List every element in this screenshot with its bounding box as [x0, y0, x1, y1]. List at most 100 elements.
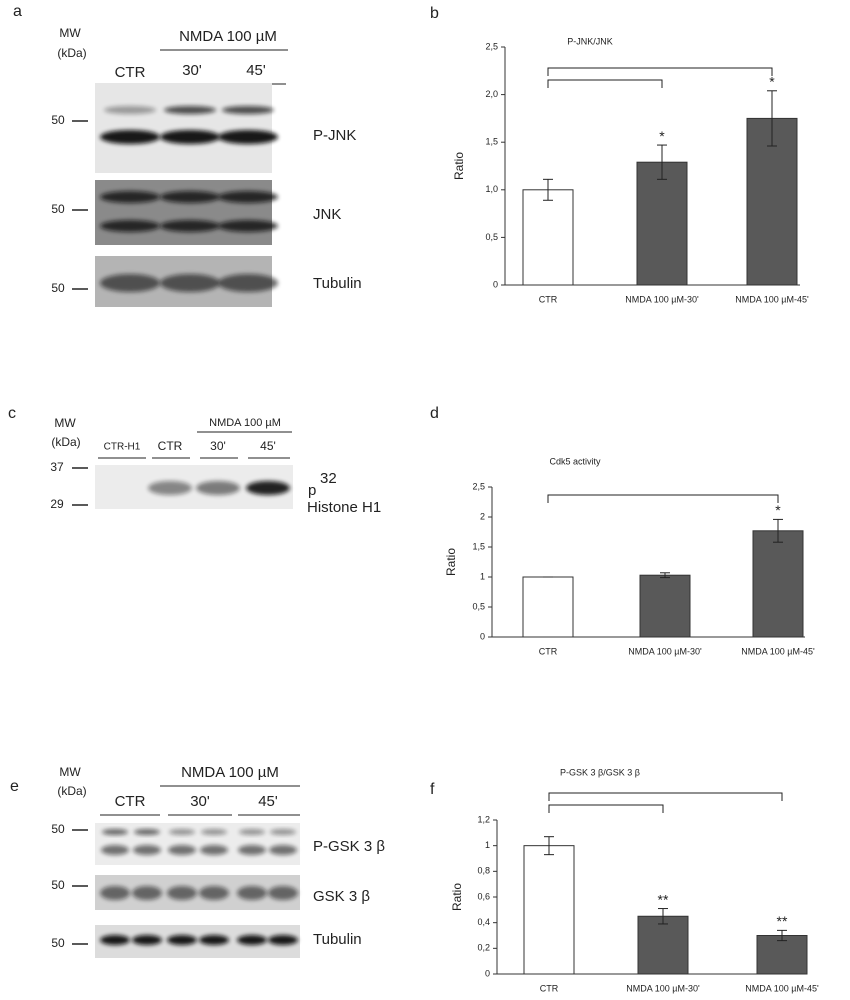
bar: [756, 935, 808, 975]
mw-label: MW: [59, 765, 81, 779]
y-tick-label: 2,5: [472, 481, 485, 491]
y-tick-label: 1,0: [485, 184, 498, 194]
y-tick-label: 1,2: [477, 814, 490, 824]
lane-label: CTR: [115, 64, 146, 81]
marker-label: 37: [50, 460, 64, 474]
blot-band: [160, 274, 220, 292]
treatment-label: NMDA 100 µM: [209, 417, 281, 429]
blot-membrane: [95, 83, 272, 173]
blot-membrane: [95, 180, 272, 245]
y-tick-label: 0: [493, 279, 498, 289]
marker-label: 29: [50, 497, 64, 511]
y-tick-label: 0: [485, 968, 490, 978]
blot-band: [199, 935, 229, 945]
band-label: Histone H1: [307, 499, 381, 516]
panel-letter: e: [10, 778, 19, 795]
marker-label: 50: [51, 822, 65, 836]
blot-band: [196, 481, 240, 495]
kda-label: (kDa): [51, 435, 80, 449]
y-tick-label: 1: [485, 840, 490, 850]
blot-band: [239, 829, 265, 835]
mw-label: MW: [59, 26, 81, 40]
blot-band: [268, 886, 298, 900]
blot-band: [237, 935, 267, 945]
treatment-label: NMDA 100 µM: [179, 28, 277, 45]
blot-band: [160, 130, 220, 144]
panel-letter: c: [8, 405, 16, 422]
marker-label: 50: [51, 878, 65, 892]
blot-band: [218, 220, 278, 232]
lane-label: CTR: [115, 793, 146, 810]
treatment-label: NMDA 100 µM: [181, 764, 279, 781]
chart-title: P-JNK/JNK: [567, 36, 613, 46]
blot-band: [100, 130, 160, 144]
bar: [522, 189, 574, 286]
y-tick-label: 1,5: [472, 541, 485, 551]
marker-label: 50: [51, 202, 65, 216]
significance: **: [658, 891, 669, 907]
lane-label: 30': [190, 793, 210, 810]
y-axis-label: Ratio: [444, 548, 458, 576]
chart-title: Cdk5 activity: [549, 456, 601, 466]
y-tick-label: 0: [480, 631, 485, 641]
significance: *: [769, 73, 775, 89]
x-tick-label: NMDA 100 µM-45': [735, 294, 809, 304]
x-tick-label: CTR: [540, 983, 559, 993]
bar: [636, 161, 688, 286]
y-axis-label: Ratio: [450, 883, 464, 911]
comparison-bracket: [547, 79, 663, 88]
band-label: Tubulin: [313, 275, 362, 292]
blot-band: [167, 935, 197, 945]
kda-label: (kDa): [57, 784, 86, 798]
y-tick-label: 0,6: [477, 891, 490, 901]
significance: *: [775, 502, 781, 518]
lane-label: 45': [246, 62, 266, 79]
mw-label: MW: [54, 416, 76, 430]
blot-band: [200, 845, 228, 855]
band-label: JNK: [313, 206, 341, 223]
y-tick-label: 0,2: [477, 943, 490, 953]
blot-band: [246, 481, 290, 495]
y-tick-label: 0,8: [477, 866, 490, 876]
chart-title: P-GSK 3 β/GSK 3 β: [560, 767, 640, 777]
y-tick-label: 0,5: [472, 601, 485, 611]
band-label: P-GSK 3 β: [313, 838, 385, 855]
blot-band: [218, 191, 278, 203]
blot-band: [270, 829, 296, 835]
comparison-bracket: [548, 804, 664, 813]
bar: [637, 915, 689, 975]
bar: [523, 845, 575, 975]
blot-band: [134, 829, 160, 835]
blot-band: [101, 845, 129, 855]
blot-band: [132, 886, 162, 900]
marker-label: 50: [51, 281, 65, 295]
x-tick-label: NMDA 100 µM-30': [625, 294, 699, 304]
band-label-prefix: p: [308, 482, 316, 499]
significance: *: [659, 128, 665, 144]
lane-label: 30': [210, 439, 226, 453]
blot-band: [237, 886, 267, 900]
blot-band: [104, 106, 156, 114]
x-tick-label: NMDA 100 µM-45': [741, 646, 815, 656]
blot-band: [218, 130, 278, 144]
blots: MW (kDa) NMDA 100 µM CTR 30' 45' 50 50 5…: [50, 26, 385, 958]
marker-label: 50: [51, 113, 65, 127]
y-tick-label: 0,4: [477, 917, 490, 927]
blot-band: [169, 829, 195, 835]
band-label-superscript: 32: [320, 470, 337, 487]
panel-letters: a b c d e f: [8, 3, 439, 798]
y-tick-label: 2: [480, 511, 485, 521]
lane-label: 45': [260, 439, 276, 453]
blot-band: [100, 191, 160, 203]
blot-band: [269, 845, 297, 855]
band-label: GSK 3 β: [313, 888, 370, 905]
band-label: P-JNK: [313, 127, 356, 144]
blot-band: [168, 845, 196, 855]
band-label: Tubulin: [313, 931, 362, 948]
blot-band: [100, 274, 160, 292]
blot-band: [222, 106, 274, 114]
y-tick-label: 1: [480, 571, 485, 581]
blot-band: [100, 886, 130, 900]
x-tick-label: CTR: [539, 294, 558, 304]
comparison-bracket: [548, 792, 783, 801]
